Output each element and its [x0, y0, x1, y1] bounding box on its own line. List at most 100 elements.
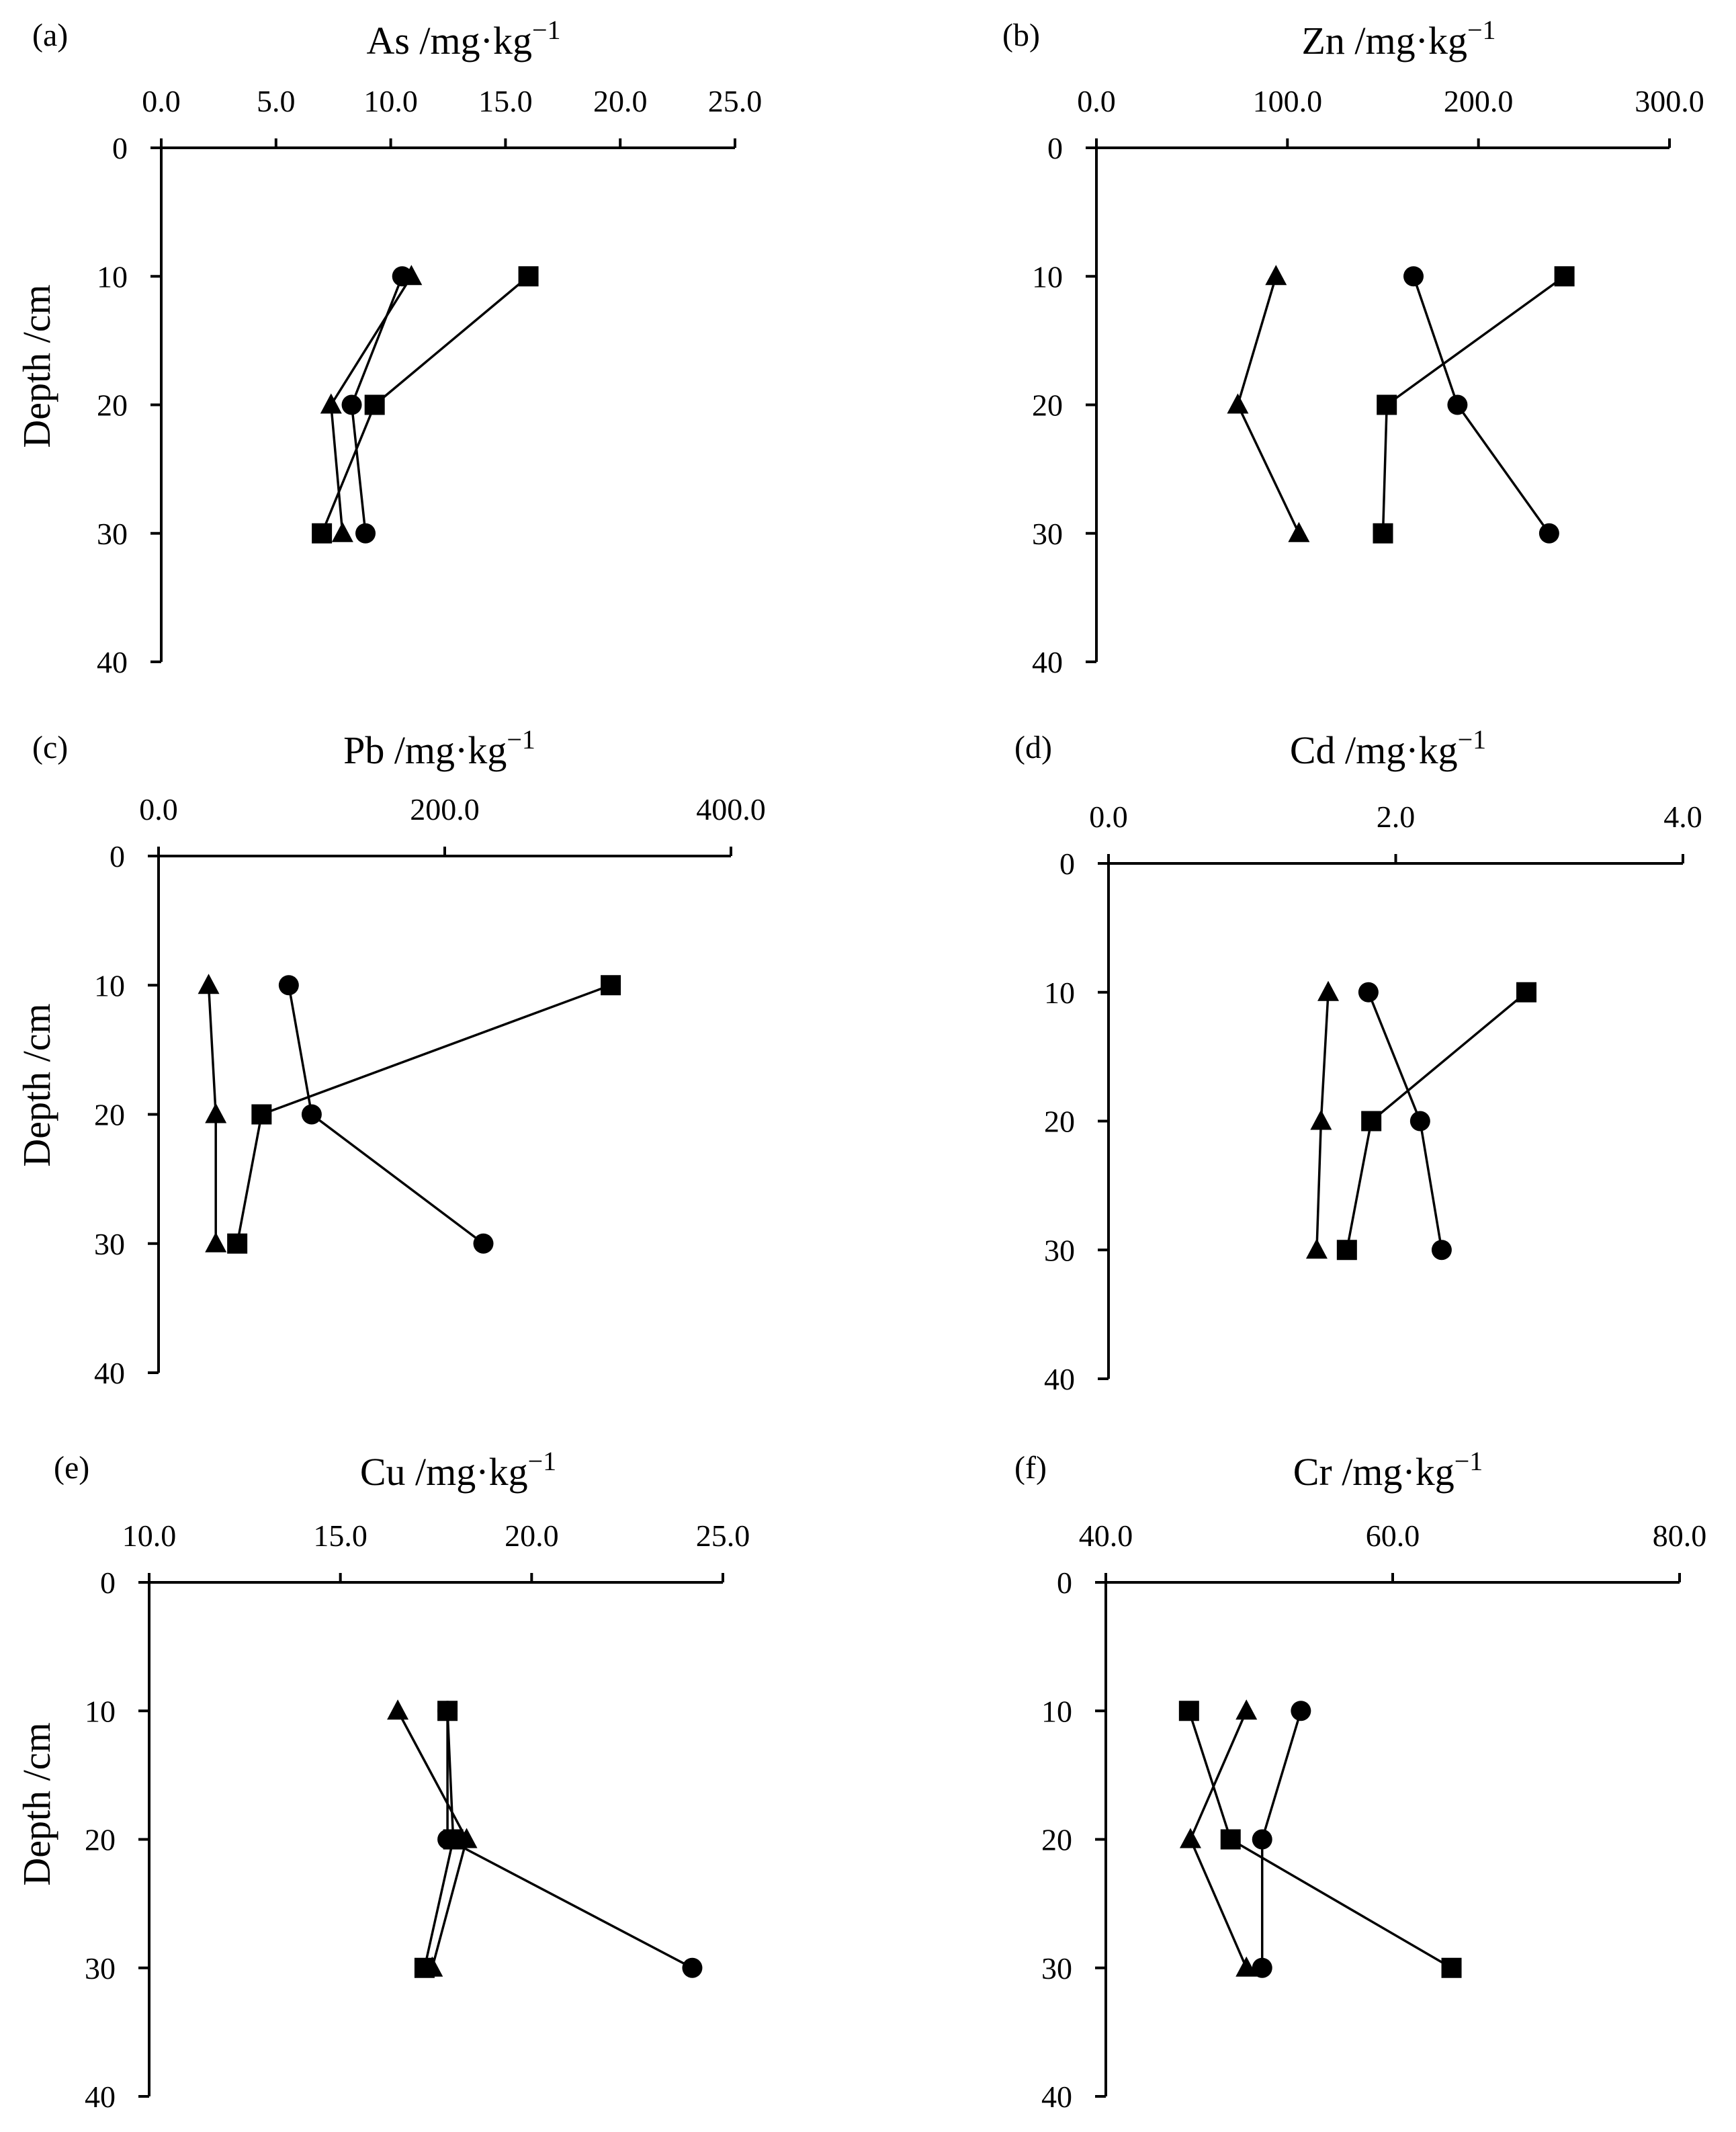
data-point-circle	[341, 394, 362, 415]
x-tick-label: 60.0	[1366, 1519, 1420, 1553]
y-tick-label: 40	[97, 645, 128, 679]
x-tick-label: 25.0	[708, 84, 763, 118]
x-tick-label: 0.0	[1089, 800, 1128, 834]
y-tick-label: 10	[94, 968, 125, 1003]
panel-label: (d)	[1014, 730, 1052, 765]
y-tick-label: 10	[1044, 976, 1075, 1010]
data-point-square	[1361, 1111, 1382, 1132]
y-tick-label: 40	[1041, 2080, 1072, 2114]
y-tick-label: 10	[85, 1694, 116, 1728]
y-tick-label: 20	[97, 388, 128, 423]
series-line-triangle	[1236, 275, 1300, 534]
x-tick-label: 5.0	[257, 84, 296, 118]
y-tick-label: 0	[110, 839, 125, 873]
x-tick-label: 25.0	[696, 1519, 750, 1553]
data-point-square	[437, 1701, 458, 1721]
chart-title-text: Zn /mg·kg	[1301, 19, 1467, 62]
data-point-square	[1373, 523, 1393, 544]
chart-title: Pb /mg·kg−1	[343, 724, 535, 772]
data-point-triangle	[1305, 1238, 1328, 1259]
data-point-square	[1377, 394, 1397, 415]
data-point-triangle	[205, 1232, 227, 1252]
x-tick-label: 300.0	[1635, 84, 1704, 118]
data-point-triangle	[198, 974, 220, 994]
chart-title: Zn /mg·kg−1	[1301, 15, 1495, 62]
x-tick-label: 400.0	[696, 792, 766, 826]
y-tick-label: 0	[1059, 847, 1075, 881]
series-line-square	[236, 984, 611, 1244]
panel-label: (f)	[1014, 1450, 1047, 1486]
chart-title: Cr /mg·kg−1	[1293, 1446, 1483, 1494]
y-tick-label: 30	[97, 517, 128, 551]
series-line-circle	[446, 1711, 693, 1969]
chart-title-text: Cu /mg·kg	[360, 1450, 528, 1494]
data-point-square	[518, 266, 539, 287]
data-point-square	[312, 523, 333, 544]
chart-title: As /mg·kg−1	[366, 15, 560, 62]
y-tick-label: 20	[85, 1823, 116, 1857]
x-tick-label: 15.0	[478, 84, 533, 118]
chart-panel-1: (a) As /mg·kg−1 Depth /cm 0.0 5.0 10.0 15.0 20.…	[15, 15, 762, 679]
y-tick-label: 30	[1041, 1951, 1072, 1986]
data-point-triangle	[205, 1103, 227, 1123]
y-tick-label: 20	[94, 1098, 125, 1132]
data-point-triangle	[400, 265, 423, 286]
y-tick-label: 10	[1041, 1694, 1072, 1728]
data-point-triangle	[1235, 1699, 1258, 1720]
chart-panel-4: (d) Cd /mg·kg−1 0.0 2.0 4.0 0 10 20 30 40	[1014, 724, 1702, 1396]
y-tick-label: 0	[100, 1566, 116, 1600]
x-tick-label: 200.0	[1444, 84, 1514, 118]
y-tick-label: 30	[85, 1951, 116, 1986]
data-point-triangle	[421, 1956, 443, 1977]
panel-label: (e)	[54, 1450, 89, 1486]
y-axis-label: Depth /cm	[15, 1003, 58, 1166]
y-tick-label: 10	[1032, 259, 1063, 294]
chart-title: Cu /mg·kg−1	[360, 1446, 556, 1494]
y-tick-label: 30	[94, 1227, 125, 1261]
data-point-triangle	[1310, 1109, 1332, 1130]
data-point-circle	[1252, 1829, 1272, 1850]
x-tick-label: 40.0	[1079, 1519, 1133, 1553]
x-tick-label: 10.0	[363, 84, 418, 118]
data-point-circle	[301, 1104, 322, 1125]
chart-title-exponent: −1	[532, 15, 561, 45]
chart-title-exponent: −1	[1458, 724, 1487, 755]
data-point-circle	[1447, 394, 1468, 415]
x-tick-label: 0.0	[139, 792, 178, 826]
y-tick-label: 40	[94, 1356, 125, 1390]
data-point-circle	[1538, 523, 1559, 544]
data-point-square	[1516, 982, 1537, 1003]
chart-panel-6: (f) Cr /mg·kg−1 40.0 60.0 80.0 0 10 20 30 40	[1014, 1446, 1706, 2114]
data-point-square	[1220, 1829, 1241, 1850]
y-tick-label: 40	[85, 2080, 116, 2114]
data-point-circle	[1358, 982, 1379, 1003]
y-tick-label: 0	[112, 131, 128, 165]
x-tick-label: 20.0	[593, 84, 648, 118]
chart-panel-3: (c) Pb /mg·kg−1 Depth /cm 0.0 200.0 400.0 0 10 2…	[15, 724, 766, 1390]
data-point-triangle	[1179, 1828, 1201, 1848]
chart-panel-2: (b) Zn /mg·kg−1 0.0 100.0 200.0 300.0 0 10 20 30 4…	[1002, 15, 1704, 679]
panel-label: (b)	[1002, 17, 1040, 53]
data-point-triangle	[1317, 980, 1340, 1001]
chart-title-text: Cr /mg·kg	[1293, 1450, 1455, 1494]
series-line-circle	[1412, 275, 1551, 534]
panel-label: (a)	[32, 17, 68, 53]
x-tick-label: 4.0	[1663, 800, 1702, 834]
y-tick-label: 30	[1032, 517, 1063, 551]
data-point-circle	[1403, 266, 1424, 287]
data-point-circle	[355, 523, 376, 544]
chart-title-exponent: −1	[528, 1446, 557, 1476]
data-point-triangle	[1265, 265, 1287, 286]
chart-title-exponent: −1	[1455, 1446, 1483, 1476]
data-point-square	[227, 1233, 248, 1254]
x-tick-label: 10.0	[122, 1519, 177, 1553]
data-point-square	[364, 394, 385, 415]
data-point-circle	[473, 1233, 494, 1254]
x-tick-label: 80.0	[1653, 1519, 1707, 1553]
data-point-triangle	[387, 1699, 409, 1720]
chart-title-text: Pb /mg·kg	[343, 728, 507, 772]
x-tick-label: 0.0	[1077, 84, 1116, 118]
x-tick-label: 0.0	[142, 84, 181, 118]
x-tick-label: 20.0	[505, 1519, 559, 1553]
